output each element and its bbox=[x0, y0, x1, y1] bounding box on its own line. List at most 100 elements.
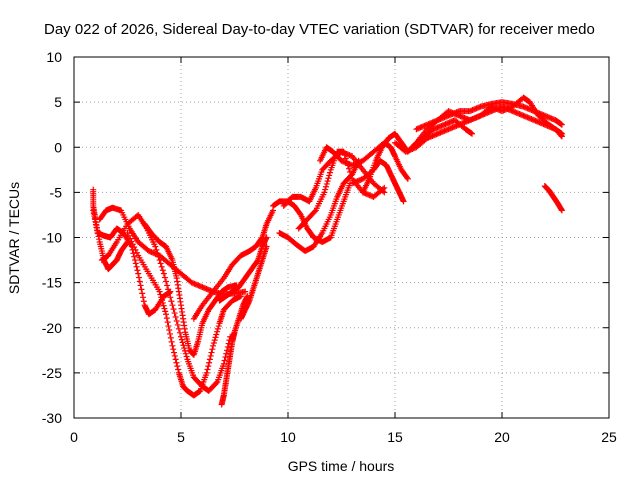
data-point bbox=[206, 359, 213, 366]
axis-ticks: 0 5 10 15 20 25 10 5 0 -5 -10 -15 -20 -25 -30 bbox=[42, 49, 617, 445]
data-point bbox=[128, 238, 135, 245]
x-axis-label: GPS time / hours bbox=[288, 458, 395, 474]
data-point bbox=[214, 328, 221, 335]
data-point bbox=[127, 235, 134, 242]
data-point bbox=[170, 306, 177, 313]
data-point bbox=[157, 291, 164, 298]
data-point bbox=[133, 249, 140, 256]
data-point bbox=[379, 185, 386, 192]
data-point bbox=[134, 267, 141, 274]
data-point bbox=[400, 198, 407, 205]
data-point bbox=[169, 342, 176, 349]
data-point bbox=[175, 325, 182, 332]
series-arc9 bbox=[237, 243, 270, 322]
y-tick-label: -10 bbox=[42, 230, 62, 246]
data-point bbox=[163, 315, 170, 322]
data-point bbox=[131, 253, 138, 260]
series-arc19 bbox=[413, 94, 565, 140]
data-point bbox=[168, 338, 175, 345]
data-point bbox=[166, 290, 173, 297]
data-point bbox=[135, 270, 142, 277]
data-point bbox=[178, 336, 185, 343]
data-point bbox=[558, 121, 565, 128]
y-tick-label: -5 bbox=[50, 184, 63, 200]
data-point bbox=[140, 294, 147, 301]
data-point bbox=[153, 246, 160, 253]
data-point bbox=[167, 330, 174, 337]
data-point bbox=[206, 356, 213, 363]
data-point bbox=[138, 286, 145, 293]
data-point bbox=[210, 339, 217, 346]
y-tick-label: -30 bbox=[42, 410, 62, 426]
data-point bbox=[164, 282, 171, 289]
data-point bbox=[164, 319, 171, 326]
data-point bbox=[159, 297, 166, 304]
data-point bbox=[165, 323, 172, 330]
series-arc8 bbox=[190, 207, 277, 322]
data-point bbox=[210, 342, 217, 349]
y-tick-label: -15 bbox=[42, 275, 62, 291]
data-point bbox=[209, 346, 216, 353]
data-point bbox=[322, 183, 329, 190]
data-point bbox=[173, 359, 180, 366]
data-point bbox=[311, 208, 318, 215]
y-tick-label: -25 bbox=[42, 365, 62, 381]
data-point bbox=[152, 243, 159, 250]
data-point bbox=[204, 366, 211, 373]
data-point bbox=[158, 263, 165, 270]
data-point bbox=[212, 334, 219, 341]
data-point bbox=[167, 294, 174, 301]
data-point bbox=[132, 246, 139, 253]
data-point bbox=[404, 174, 411, 181]
data-point bbox=[133, 263, 140, 270]
data-point bbox=[558, 133, 565, 140]
data-point bbox=[129, 241, 136, 248]
data-point bbox=[220, 360, 227, 367]
data-point bbox=[183, 353, 190, 360]
data-point bbox=[213, 331, 220, 338]
y-axis-label: SDTVAR / TECUs bbox=[6, 182, 22, 294]
data-point bbox=[179, 339, 186, 346]
data-point bbox=[347, 169, 354, 176]
data-point bbox=[175, 366, 182, 373]
data-point bbox=[174, 363, 181, 370]
data-point bbox=[348, 172, 355, 179]
data-point bbox=[326, 172, 333, 179]
data-point bbox=[558, 207, 565, 214]
y-tick-label: 0 bbox=[54, 139, 62, 155]
data-point bbox=[169, 302, 176, 309]
data-point bbox=[158, 294, 165, 301]
data-point bbox=[132, 260, 139, 267]
data-point bbox=[171, 349, 178, 356]
data-point bbox=[205, 363, 212, 370]
data-point bbox=[208, 349, 215, 356]
series-arc21 bbox=[541, 183, 565, 214]
data-point bbox=[131, 257, 138, 264]
data-point bbox=[321, 189, 328, 196]
data-point bbox=[469, 130, 476, 137]
data-point bbox=[207, 352, 214, 359]
data-point bbox=[139, 290, 146, 297]
data-point bbox=[176, 329, 183, 336]
data-point bbox=[381, 184, 388, 191]
data-point bbox=[162, 308, 169, 315]
series-arc5 bbox=[124, 229, 244, 399]
data-point bbox=[174, 321, 181, 328]
data-point bbox=[165, 286, 172, 293]
data-point bbox=[159, 267, 166, 274]
chart-title: Day 022 of 2026, Sidereal Day-to-day VTE… bbox=[44, 21, 595, 38]
data-point bbox=[322, 186, 329, 193]
data-point bbox=[155, 253, 162, 260]
data-point bbox=[173, 317, 180, 324]
x-tick-label: 0 bbox=[70, 429, 78, 445]
data-point bbox=[215, 323, 222, 330]
data-point bbox=[125, 232, 132, 239]
series-arc6 bbox=[141, 220, 240, 358]
data-point bbox=[136, 278, 143, 285]
data-point bbox=[214, 325, 221, 332]
data-point bbox=[254, 258, 261, 265]
data-point bbox=[159, 299, 166, 306]
data-point bbox=[324, 178, 331, 185]
data-point bbox=[341, 152, 348, 159]
